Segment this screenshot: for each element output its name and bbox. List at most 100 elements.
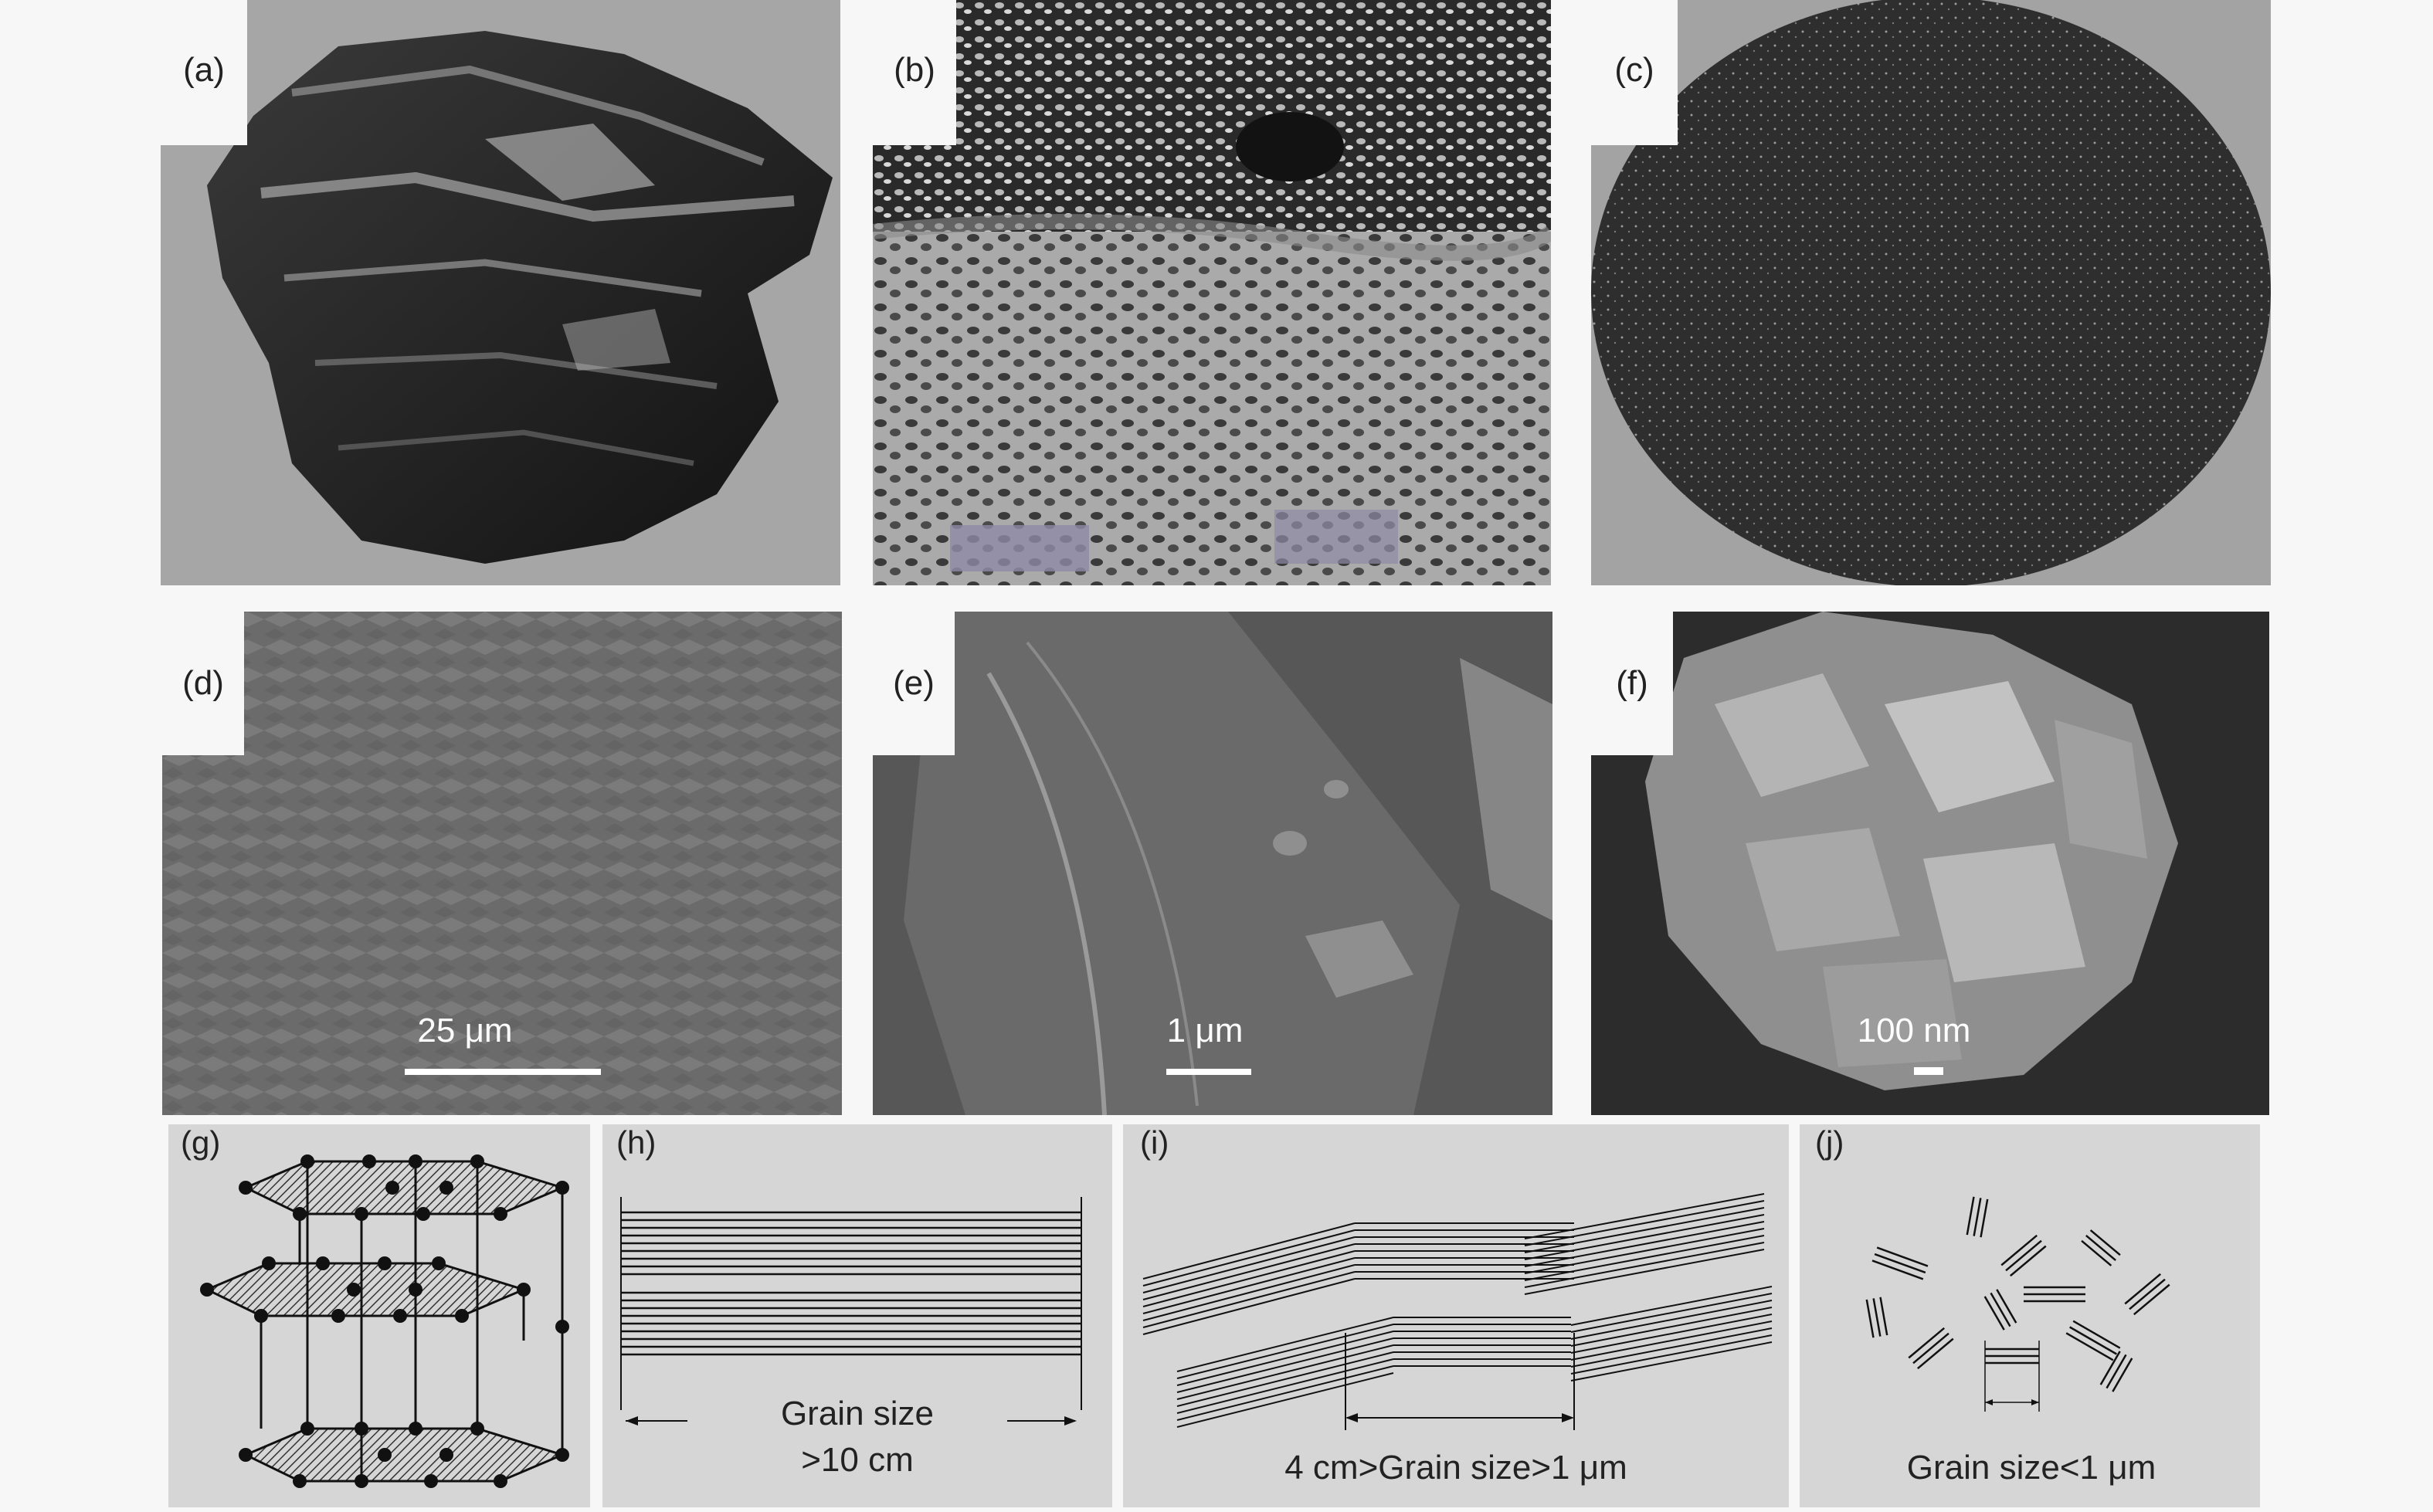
nanograin-line <box>2099 1351 2121 1385</box>
panel-e-scale-label: 1 μm <box>1166 1012 1244 1049</box>
grain-layer-line <box>1524 1214 1765 1260</box>
panel-b-graphite-flakes-photo: (b) <box>873 0 1551 585</box>
grain-layer-line <box>1142 1271 1356 1328</box>
panel-a-graphite-crystal-photo: (a) <box>161 0 840 585</box>
panel-j-caption: Grain size<1 μm <box>1906 1449 2156 1487</box>
grain-layer-line <box>1570 1334 1773 1375</box>
nanograin-line <box>1874 1253 1926 1274</box>
grain-layer-line <box>1142 1229 1356 1287</box>
sem-sheet-1um <box>873 612 1552 1115</box>
nanograin-line <box>2106 1354 2127 1389</box>
panel-i-medium-grain-schematic: (i) 4 cm>Grain size>1 μm <box>1123 1124 1789 1507</box>
grain-layer-line <box>1524 1242 1765 1288</box>
grain-layer-line <box>1176 1331 1394 1386</box>
nanograin-line <box>1908 1327 1945 1359</box>
panel-b-label: (b) <box>894 51 935 89</box>
sem-nanosheets-100nm <box>1591 612 2269 1115</box>
nanograin-line <box>1990 1292 2011 1327</box>
sem-surface-25um <box>162 612 842 1115</box>
panel-h-caption-line2: >10 cm <box>801 1441 914 1479</box>
panel-e-scale-bar <box>1166 1069 1251 1075</box>
grain-layer-line <box>1176 1351 1394 1407</box>
nanograin-line <box>2005 1239 2042 1272</box>
grain-layer-line <box>1142 1278 1356 1335</box>
panel-c-label-box: (c) <box>1591 0 1678 145</box>
nanograin-line <box>2010 1245 2047 1277</box>
nanograin-line <box>2081 1239 2112 1266</box>
panel-f-label-box: (f) <box>1591 612 1673 755</box>
panel-f-sem-image: (f) 100 nm <box>1591 612 2269 1115</box>
nanograin-line <box>1872 1298 1882 1337</box>
grain-layer-line <box>1570 1300 1773 1340</box>
panel-h-large-grain-schematic: (h) Grain size >10 cm <box>602 1124 1112 1507</box>
panel-j-small-grain-schematic: (j) Grain size<1 μm <box>1800 1124 2260 1507</box>
grain-layer-line <box>1524 1249 1765 1295</box>
panel-d-sem-image: (d) 25 μm <box>162 612 842 1115</box>
graphite-flakes-image <box>873 0 1551 585</box>
panel-a-label: (a) <box>183 51 225 89</box>
nanograin-line <box>2065 1332 2114 1361</box>
grain-layer-line <box>1570 1327 1773 1368</box>
grain-layer-line <box>1176 1344 1394 1400</box>
panel-d-scale-bar <box>405 1069 601 1075</box>
panel-g-graphite-structure: (g) <box>168 1124 590 1507</box>
nanograin-line <box>2072 1320 2121 1349</box>
nanograin-line <box>2069 1326 2117 1355</box>
random-nanograins-diagram <box>1865 1196 2170 1412</box>
parallel-layers-diagram <box>620 1197 1082 1426</box>
panel-d-label: (d) <box>182 664 224 702</box>
nanograin-line <box>1876 1246 1929 1267</box>
nanograin-line <box>2112 1358 2133 1392</box>
panel-a-label-box: (a) <box>161 0 247 145</box>
nanograin-line <box>2129 1278 2166 1310</box>
grain-layer-line <box>1570 1293 1773 1333</box>
grain-layer-line <box>1142 1236 1356 1293</box>
grain-layer-line <box>1524 1228 1765 1274</box>
grain-layer-line <box>1176 1337 1394 1393</box>
nanograin-line <box>1865 1299 1875 1338</box>
grain-layer-line <box>1524 1193 1765 1239</box>
graphite-crystal-image <box>207 31 833 564</box>
panel-h-label: (h) <box>616 1124 657 1161</box>
panel-d-label-box: (d) <box>162 612 244 755</box>
nanograin-line <box>1871 1259 1924 1280</box>
grain-layer-line <box>1570 1286 1773 1326</box>
panel-f-label: (f) <box>1616 664 1648 702</box>
grain-layer-line <box>1524 1235 1765 1281</box>
nanograin-line <box>1966 1196 1975 1236</box>
grain-layer-line <box>1524 1207 1765 1253</box>
grain-layer-line <box>1142 1264 1356 1321</box>
panel-i-label: (i) <box>1140 1124 1169 1161</box>
grain-layer-line <box>1524 1200 1765 1246</box>
panel-d-scale-label: 25 μm <box>417 1012 513 1049</box>
grain-layer-line <box>1176 1372 1394 1428</box>
panel-c-label: (c) <box>1614 51 1654 89</box>
grain-layer-line <box>1570 1314 1773 1354</box>
panel-e-sem-image: (e) 1 μm <box>873 612 1552 1115</box>
grain-layer-line <box>1570 1341 1773 1381</box>
panel-e-label-box: (e) <box>873 612 955 755</box>
panel-c-graphite-powder-photo: (c) <box>1591 0 2271 585</box>
nanograin-line <box>1983 1296 2005 1331</box>
panel-b-label-box: (b) <box>873 0 956 145</box>
grain-layer-line <box>1176 1365 1394 1421</box>
grain-layer-line <box>1176 1324 1394 1379</box>
nanograin-line <box>2089 1229 2121 1256</box>
grain-layer-line <box>1142 1257 1356 1314</box>
panel-i-caption: 4 cm>Grain size>1 μm <box>1284 1449 1627 1487</box>
graphite-lattice-diagram <box>200 1154 569 1488</box>
nanograin-line <box>2085 1234 2116 1262</box>
panel-f-scale-label: 100 nm <box>1857 1012 1971 1049</box>
grain-layer-line <box>1524 1221 1765 1267</box>
grain-layer-line <box>1570 1320 1773 1361</box>
panel-g-label: (g) <box>181 1124 221 1161</box>
nanograin-line <box>1912 1332 1949 1365</box>
panel-j-label: (j) <box>1815 1124 1844 1161</box>
nanograin-line <box>1996 1289 2017 1324</box>
tilted-layer-grains-diagram <box>1142 1193 1773 1430</box>
grain-layer-line <box>1176 1358 1394 1414</box>
panel-e-label: (e) <box>893 664 935 702</box>
grain-layer-line <box>1570 1307 1773 1347</box>
graphite-powder-disk-image <box>1591 0 2271 585</box>
nanograin-line <box>1980 1198 1989 1238</box>
